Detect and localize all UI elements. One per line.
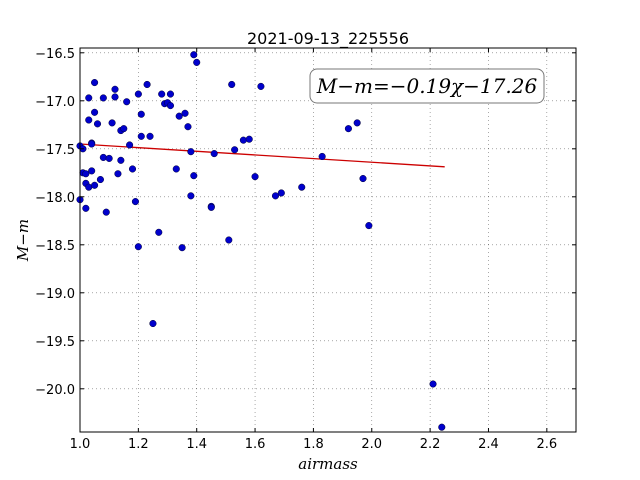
data-point (88, 140, 96, 148)
data-point (155, 228, 163, 236)
y-tick-label: −18.5 (35, 239, 75, 254)
data-point (137, 110, 145, 118)
data-point (359, 175, 367, 183)
data-point (187, 148, 195, 156)
data-point (143, 80, 151, 89)
data-point (257, 82, 265, 90)
x-tick-label: 1.2 (128, 437, 149, 452)
y-tick-label: −19.5 (35, 335, 75, 350)
data-point (429, 380, 437, 388)
data-point (91, 79, 99, 87)
y-tick-label: −20.0 (35, 383, 75, 398)
data-point (128, 165, 137, 173)
data-point (271, 192, 280, 200)
data-point (99, 94, 107, 102)
fit-equation: M−m=−0.19χ−17.26 (316, 74, 538, 98)
data-point (193, 58, 201, 66)
data-point (91, 181, 99, 189)
data-point (166, 102, 174, 110)
data-point (298, 183, 306, 191)
data-point (181, 109, 189, 117)
data-point (184, 123, 192, 131)
x-tick-label: 1.4 (186, 437, 207, 452)
data-point (166, 90, 174, 98)
data-point (88, 167, 96, 175)
y-tick-label: −17.5 (35, 143, 75, 158)
data-point (365, 222, 373, 230)
y-axis-label: M−m (14, 219, 32, 262)
grid (79, 48, 576, 432)
x-tick-label: 1.8 (303, 437, 324, 452)
x-tick-label: 1.6 (245, 437, 266, 452)
data-point (85, 94, 93, 102)
y-tick-label: −18.0 (35, 191, 75, 206)
data-point (146, 132, 154, 140)
y-tick-label: −17.0 (35, 95, 75, 110)
data-point (225, 236, 233, 244)
data-point (231, 146, 239, 154)
data-point (120, 125, 128, 133)
data-point (228, 80, 236, 89)
data-point (149, 319, 157, 328)
x-tick-label: 2.6 (536, 437, 557, 452)
data-point (108, 119, 116, 127)
chart-title: 2021-09-13_225556 (247, 29, 409, 49)
data-point (210, 150, 218, 158)
data-point (353, 119, 361, 127)
data-point (190, 51, 198, 59)
data-point (114, 170, 122, 178)
x-tick-label: 1.0 (70, 437, 91, 452)
data-point (178, 244, 186, 252)
data-point (131, 198, 139, 206)
data-point (85, 116, 93, 124)
y-tick-label: −16.5 (35, 47, 75, 62)
plot-frame (79, 47, 577, 433)
data-point (239, 136, 247, 144)
x-tick-label: 2.0 (361, 437, 382, 452)
data-point (137, 132, 145, 140)
data-point (172, 165, 180, 173)
x-tick-label: 2.2 (420, 437, 441, 452)
data-point (117, 156, 125, 164)
data-point (134, 243, 142, 251)
data-point (105, 154, 113, 162)
data-point (190, 172, 198, 180)
data-point (82, 204, 90, 212)
data-point (344, 125, 352, 133)
data-point (111, 93, 119, 101)
annotation-box: M−m=−0.19χ−17.26 (309, 68, 545, 104)
y-axis-ticks: −16.5 −17.0 −17.5 −18.0 −18.5 −19.0 −19.5 −20.0 (35, 47, 576, 398)
data-point (245, 135, 253, 143)
fit-line-group (79, 143, 445, 168)
data-point (207, 203, 215, 211)
fit-line (79, 143, 445, 168)
data-point (82, 170, 90, 178)
data-point (93, 120, 102, 128)
data-point (277, 189, 285, 197)
data-point (318, 152, 326, 161)
data-point (111, 85, 119, 93)
data-point (102, 208, 110, 216)
data-point (158, 90, 166, 98)
data-point (251, 173, 259, 181)
data-point (438, 423, 446, 431)
data-point (96, 175, 104, 184)
data-point (126, 141, 134, 149)
data-points (76, 51, 446, 431)
data-point (123, 98, 131, 106)
x-axis-label: airmass (298, 455, 358, 473)
x-axis-ticks: 1.0 1.2 1.4 1.6 1.8 2.0 2.2 2.4 2.6 (70, 48, 557, 452)
annotation-frame (309, 68, 545, 104)
y-tick-label: −19.0 (35, 287, 75, 302)
data-point (99, 153, 107, 161)
data-point (175, 112, 183, 120)
data-point (187, 192, 195, 200)
data-point (134, 90, 142, 98)
data-point (91, 108, 99, 116)
x-tick-label: 2.4 (478, 437, 499, 452)
